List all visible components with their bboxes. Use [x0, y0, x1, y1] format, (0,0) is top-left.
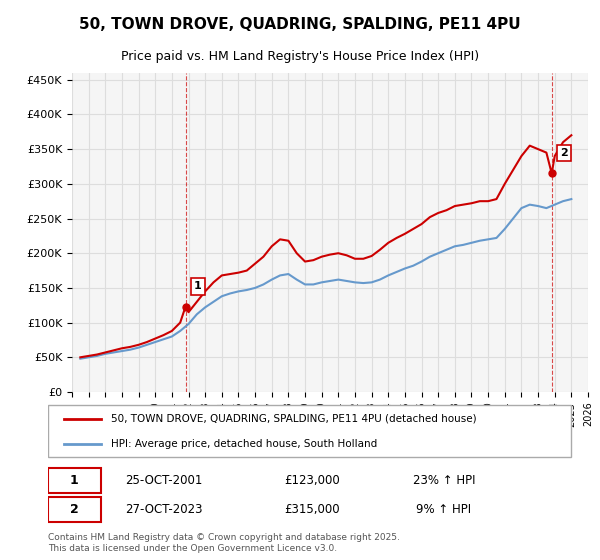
Text: 2: 2 — [70, 503, 79, 516]
Text: Price paid vs. HM Land Registry's House Price Index (HPI): Price paid vs. HM Land Registry's House … — [121, 50, 479, 63]
Text: 23% ↑ HPI: 23% ↑ HPI — [413, 474, 475, 487]
FancyBboxPatch shape — [48, 497, 101, 522]
Text: 50, TOWN DROVE, QUADRING, SPALDING, PE11 4PU: 50, TOWN DROVE, QUADRING, SPALDING, PE11… — [79, 17, 521, 32]
Text: 1: 1 — [194, 281, 202, 291]
FancyBboxPatch shape — [48, 405, 571, 457]
Text: £123,000: £123,000 — [284, 474, 340, 487]
Text: Contains HM Land Registry data © Crown copyright and database right 2025.
This d: Contains HM Land Registry data © Crown c… — [48, 533, 400, 553]
Text: 1: 1 — [70, 474, 79, 487]
Text: 9% ↑ HPI: 9% ↑ HPI — [416, 503, 472, 516]
Text: 25-OCT-2001: 25-OCT-2001 — [125, 474, 203, 487]
Text: 2: 2 — [560, 148, 568, 158]
Text: HPI: Average price, detached house, South Holland: HPI: Average price, detached house, Sout… — [112, 438, 377, 449]
Text: 27-OCT-2023: 27-OCT-2023 — [125, 503, 203, 516]
Text: £315,000: £315,000 — [284, 503, 340, 516]
Text: 50, TOWN DROVE, QUADRING, SPALDING, PE11 4PU (detached house): 50, TOWN DROVE, QUADRING, SPALDING, PE11… — [112, 414, 477, 424]
FancyBboxPatch shape — [48, 469, 101, 493]
